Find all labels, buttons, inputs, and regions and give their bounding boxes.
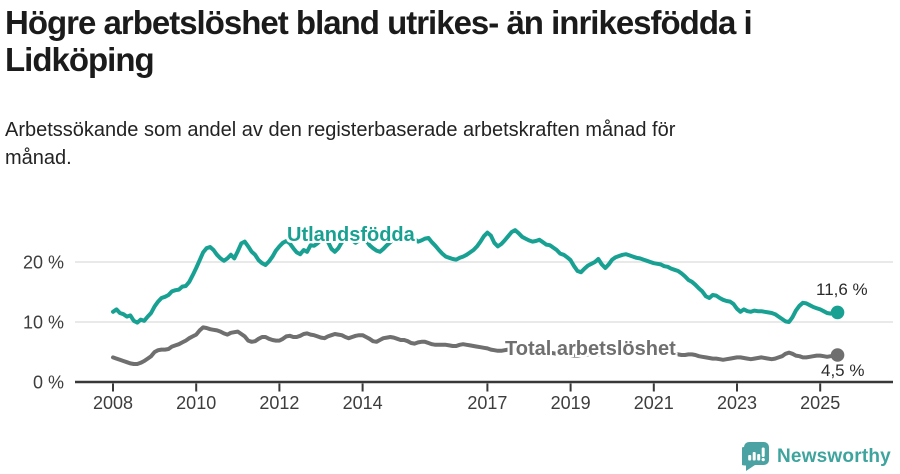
x-tick-label-2019: 2019 [551, 393, 591, 413]
logo-bar-1 [748, 455, 752, 461]
x-tick-label-2014: 2014 [343, 393, 383, 413]
chart-subtitle: Arbetssökande som andel av den registerb… [5, 116, 865, 172]
chart-subtitle-line1: Arbetssökande som andel av den registerb… [5, 119, 676, 141]
end-value-label-total: 4,5 % [821, 361, 865, 380]
x-tick-label-2017: 2017 [467, 393, 507, 413]
chart-subtitle-line2: månad. [5, 147, 72, 169]
series-end-dot-1 [830, 348, 845, 362]
x-tick-label-2010: 2010 [176, 393, 216, 413]
chart-title: Högre arbetslöshet bland utrikes- än inr… [5, 4, 890, 78]
x-tick-label-2025: 2025 [800, 393, 840, 413]
end-value-label-utlandsfodda: 11,6 % [816, 280, 868, 299]
x-tick-label-2021: 2021 [634, 393, 674, 413]
series-label-utlandsfodda: Utlandsfödda [287, 224, 415, 246]
x-tick-label-2008: 2008 [93, 393, 133, 413]
series-end-dot-0 [830, 305, 845, 320]
y-tick-label-20: 20 % [23, 253, 64, 273]
x-tick-label-2012: 2012 [259, 393, 299, 413]
newsworthy-logo-text: Newsworthy [777, 445, 891, 467]
x-tick-label-2023: 2023 [717, 393, 757, 413]
logo-exclamation-dot [761, 458, 765, 462]
series-line-0 [111, 228, 840, 325]
y-tick-label-10: 10 % [23, 313, 64, 333]
series-label-total-arbetsloshet: Total arbetslöshet [505, 338, 676, 360]
newsworthy-logo-icon [742, 442, 769, 471]
series-line-1 [111, 325, 840, 366]
logo-bar-3 [757, 454, 761, 461]
logo-bar-2 [752, 452, 756, 461]
newsworthy-logo: Newsworthy [742, 441, 891, 472]
chart-title-line1: Högre arbetslöshet bland utrikes- än inr… [5, 4, 753, 41]
y-tick-label-0: 0 % [33, 373, 64, 393]
logo-exclamation-bar [761, 447, 765, 457]
chart-title-line2: Lidköping [5, 41, 155, 78]
